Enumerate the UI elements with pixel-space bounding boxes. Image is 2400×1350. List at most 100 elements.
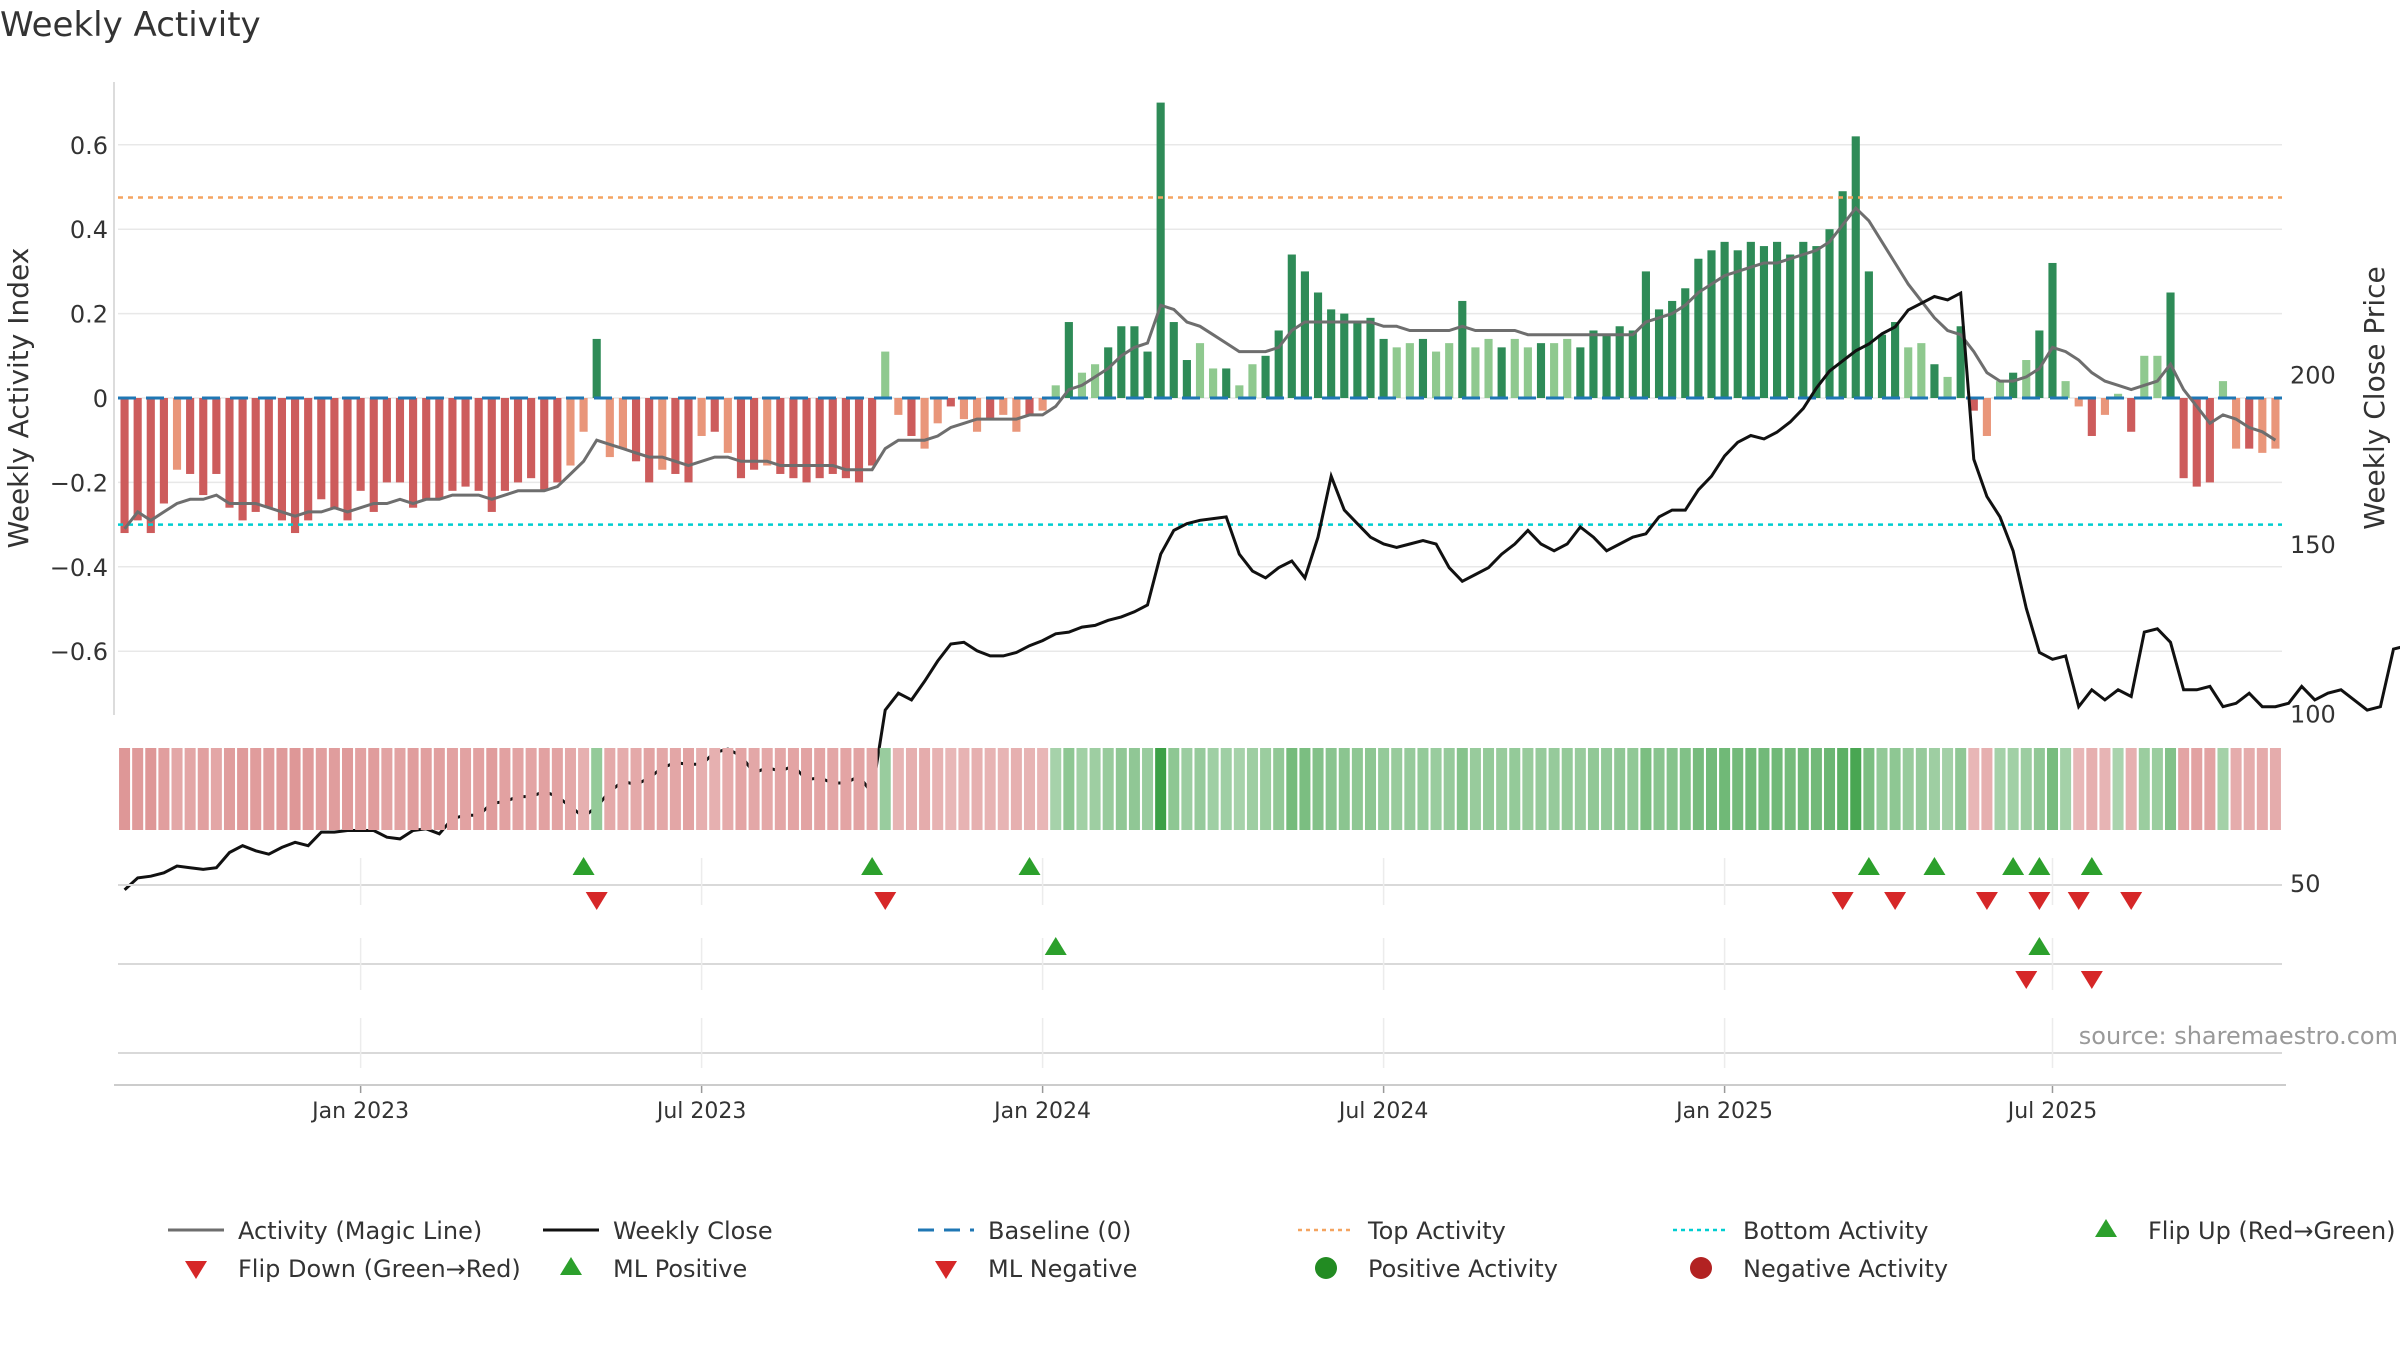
heat-cell	[919, 748, 931, 830]
activity-bar	[1327, 309, 1336, 398]
heat-cell	[538, 748, 550, 830]
activity-bar	[500, 398, 509, 491]
activity-bar	[290, 398, 300, 534]
activity-bar	[868, 398, 877, 466]
activity-bar	[1209, 368, 1218, 398]
heat-cell	[905, 748, 917, 830]
heat-cell	[2060, 748, 2072, 830]
heat-cell	[761, 748, 773, 830]
heat-cell	[1535, 748, 1547, 830]
activity-bar	[1995, 381, 2005, 398]
heat-cell	[958, 748, 970, 830]
flip-up-marker	[861, 857, 884, 875]
activity-bar	[277, 398, 287, 521]
activity-bar	[1773, 241, 1782, 398]
legend-item: ML Positive	[560, 1255, 747, 1283]
heat-cell	[394, 748, 406, 830]
heat-cell	[446, 748, 458, 830]
heat-cell	[1679, 748, 1691, 830]
flip-down-marker	[585, 892, 608, 910]
activity-bar	[854, 398, 864, 483]
heat-cell	[866, 748, 878, 830]
heat-cell	[748, 748, 760, 830]
activity-bar	[1956, 326, 1965, 398]
activity-bar	[461, 398, 470, 487]
heat-cell	[2256, 748, 2268, 830]
legend-item: Negative Activity	[1690, 1255, 1948, 1283]
y-left-tick-label: −0.4	[50, 554, 108, 582]
heat-cell	[814, 748, 826, 830]
activity-bar	[1458, 300, 1467, 398]
heat-cell	[1142, 748, 1154, 830]
heat-cell	[1023, 748, 1036, 830]
activity-bar	[1877, 334, 1887, 398]
flip-down-marker	[874, 892, 897, 910]
heat-cell	[2086, 748, 2098, 830]
heat-cell	[656, 748, 668, 830]
heat-cell	[2230, 748, 2242, 830]
activity-bar	[1825, 229, 1834, 398]
heat-cell	[407, 748, 419, 830]
heat-cell	[945, 748, 957, 830]
activity-bar	[907, 398, 916, 436]
heat-cell	[197, 748, 209, 830]
heat-cell	[1719, 748, 1731, 830]
heat-cell	[1994, 748, 2006, 830]
activity-bar	[1668, 300, 1677, 398]
heat-cell	[1220, 748, 1232, 830]
heat-cell	[2138, 748, 2150, 830]
activity-bar	[2074, 398, 2083, 407]
activity-bar	[146, 398, 155, 534]
heat-cell	[2217, 748, 2229, 830]
heat-cell	[250, 748, 262, 830]
legend-label: Activity (Magic Line)	[238, 1217, 482, 1245]
heat-cell	[158, 748, 170, 830]
activity-bar	[1025, 398, 1034, 415]
heat-cell	[420, 748, 432, 830]
activity-bar	[1943, 376, 1952, 398]
activity-bar	[1405, 343, 1414, 398]
activity-bar	[1759, 246, 1769, 398]
activity-bar	[1891, 322, 1900, 398]
y-left-tick-label: 0.4	[70, 216, 108, 244]
heat-cell	[2020, 748, 2032, 830]
activity-bar	[1497, 347, 1506, 398]
flip-up-marker	[2028, 857, 2051, 875]
activity-bar	[2245, 398, 2254, 449]
heat-cell	[564, 748, 576, 830]
heat-cell	[1496, 748, 1508, 830]
heat-cell	[971, 748, 983, 830]
y-axis-right-label: Weekly Close Price	[2358, 266, 2391, 529]
heat-cell	[171, 748, 183, 830]
legend-swatch-triangle-down	[935, 1261, 957, 1279]
activity-bar	[1589, 330, 1598, 398]
activity-bar	[2048, 262, 2057, 398]
heat-cell	[381, 748, 393, 830]
activity-bar	[828, 398, 837, 474]
activity-bar	[1602, 334, 1611, 398]
ml-positive-marker	[2028, 937, 2051, 955]
heat-cell	[1732, 748, 1744, 830]
activity-bar	[382, 398, 391, 483]
activity-bar	[1523, 347, 1532, 398]
heat-cell	[486, 748, 498, 830]
source-text: source: sharemaestro.com	[2079, 1022, 2398, 1050]
activity-bar	[1340, 313, 1349, 398]
heat-cell	[1745, 748, 1757, 830]
activity-bar	[2113, 393, 2123, 398]
activity-bar	[1510, 338, 1519, 398]
heat-cell	[1089, 748, 1101, 830]
heat-cell	[1299, 748, 1311, 830]
activity-bar	[2258, 398, 2267, 453]
heat-cell	[473, 748, 485, 830]
heat-cell	[1469, 748, 1481, 830]
activity-bar	[1550, 343, 1559, 398]
heat-cell	[302, 748, 314, 830]
x-tick-label: Jan 2024	[992, 1099, 1091, 1124]
heat-cell	[1666, 748, 1678, 830]
activity-bar	[448, 398, 457, 491]
heat-cell	[787, 748, 799, 830]
activity-bar	[959, 398, 968, 420]
heat-cell	[1260, 748, 1272, 830]
heat-cell	[997, 748, 1009, 830]
